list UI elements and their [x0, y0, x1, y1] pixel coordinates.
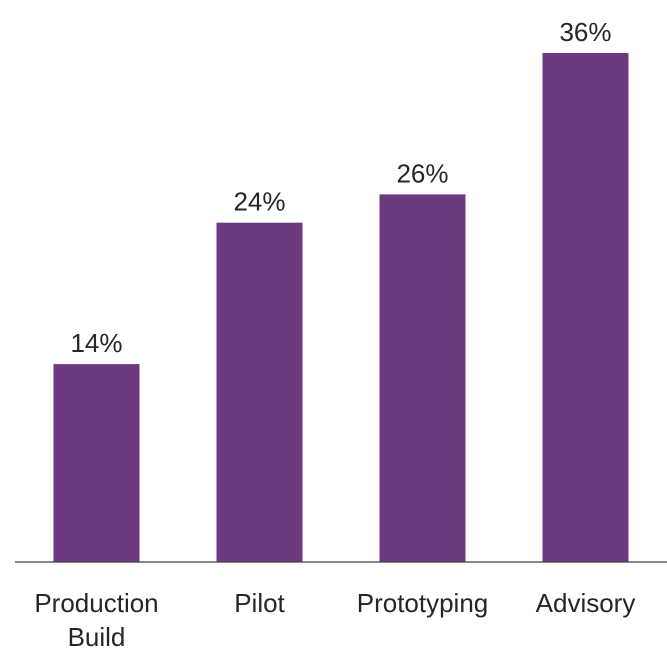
category-label-line: Build — [68, 622, 126, 652]
value-labels-group: 14% 24% 26% 36% — [70, 17, 611, 358]
category-label-line: Production — [34, 588, 158, 618]
category-label-line: Pilot — [234, 588, 285, 618]
category-label: Pilot — [234, 588, 285, 618]
bar — [542, 53, 629, 562]
category-label-line: Prototyping — [357, 588, 489, 618]
bars-group — [53, 53, 629, 562]
category-label: Advisory — [536, 588, 636, 618]
bar — [379, 194, 466, 562]
category-label-line: Advisory — [536, 588, 636, 618]
bar-value-label: 14% — [70, 328, 122, 358]
category-label: Prototyping — [357, 588, 489, 618]
bar-value-label: 24% — [233, 187, 285, 217]
category-labels-group: Production Build Pilot Prototyping Advisory — [34, 588, 635, 652]
bar-value-label: 36% — [559, 17, 611, 47]
category-label: Production Build — [34, 588, 158, 652]
bar-value-label: 26% — [396, 158, 448, 188]
bar — [53, 364, 140, 562]
bar — [216, 222, 303, 562]
